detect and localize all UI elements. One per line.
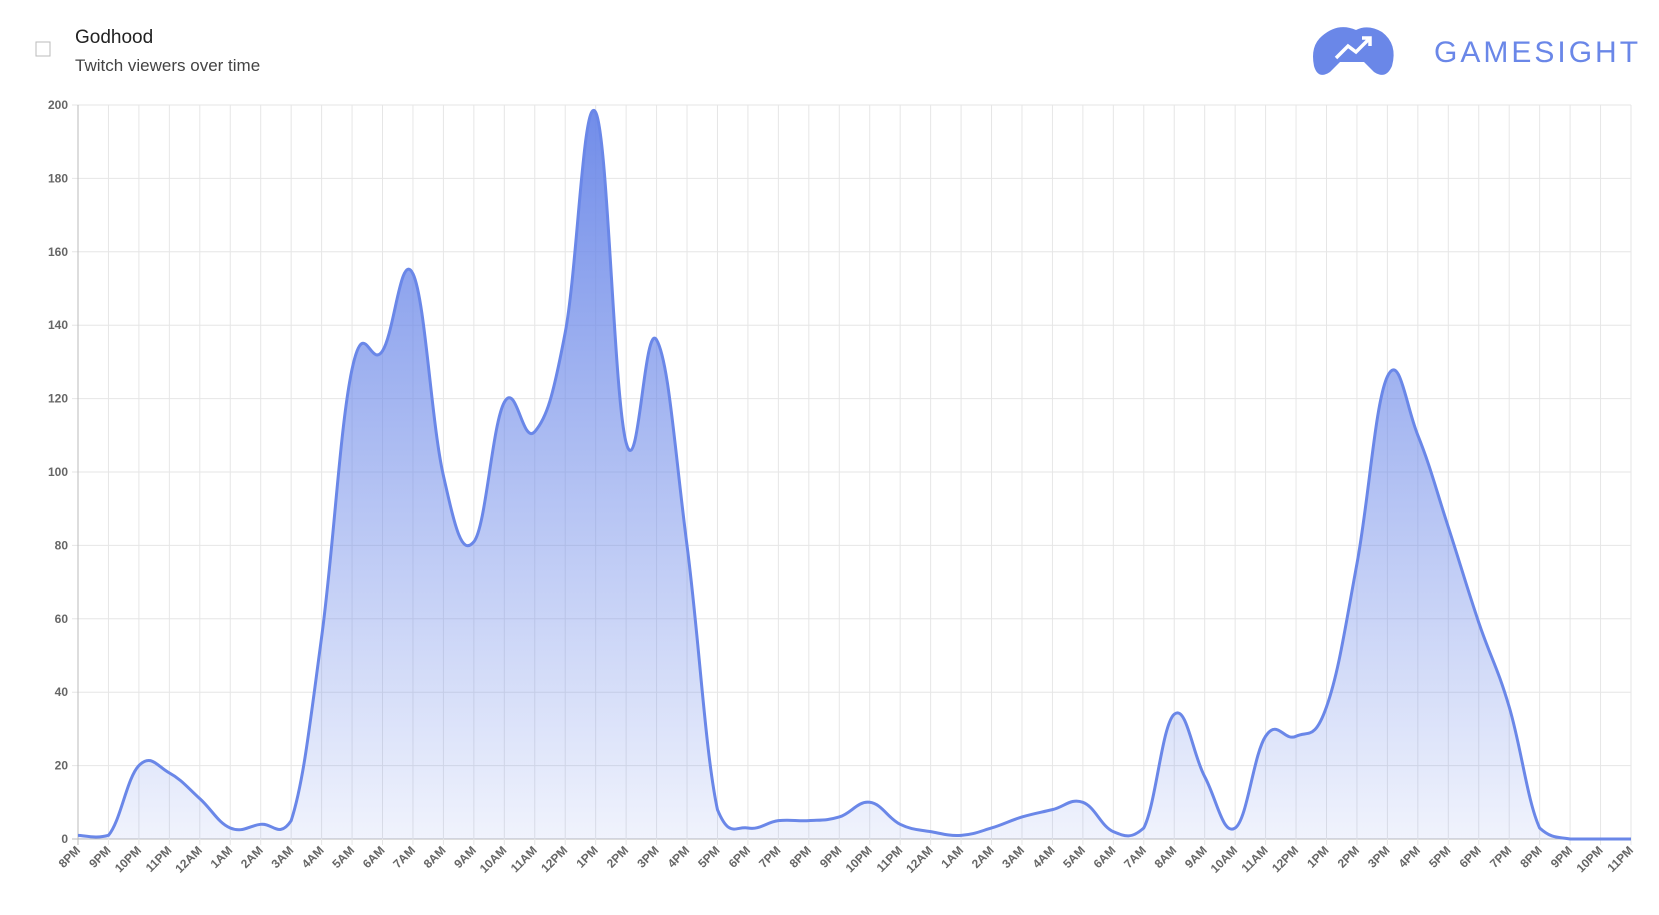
x-tick-label: 10PM bbox=[112, 843, 144, 875]
x-tick-label: 4PM bbox=[1396, 843, 1423, 870]
x-tick-label: 3AM bbox=[268, 843, 296, 871]
brand-logo bbox=[1313, 27, 1394, 75]
x-tick-label: 3PM bbox=[634, 843, 661, 870]
x-tick-label: 2AM bbox=[969, 843, 997, 871]
y-tick-label: 40 bbox=[55, 685, 69, 699]
x-tick-label: 8PM bbox=[787, 843, 814, 870]
x-tick-label: 5AM bbox=[1060, 843, 1088, 871]
y-tick-label: 100 bbox=[48, 465, 68, 479]
y-tick-label: 20 bbox=[55, 759, 69, 773]
x-tick-label: 6AM bbox=[1091, 843, 1119, 871]
x-tick-label: 2PM bbox=[604, 843, 631, 870]
x-tick-label: 9AM bbox=[1182, 843, 1210, 871]
x-tick-label: 12PM bbox=[538, 843, 570, 875]
x-tick-label: 4AM bbox=[1030, 843, 1058, 871]
x-tick-label: 12AM bbox=[903, 843, 936, 876]
x-tick-label: 8AM bbox=[1152, 843, 1180, 871]
x-tick-label: 2AM bbox=[238, 843, 266, 871]
x-tick-label: 11PM bbox=[1605, 843, 1637, 875]
y-tick-label: 160 bbox=[48, 245, 68, 259]
y-tick-label: 0 bbox=[61, 832, 68, 846]
x-tick-label: 10PM bbox=[1574, 843, 1606, 875]
x-tick-label: 11AM bbox=[1239, 843, 1271, 875]
x-tick-label: 6PM bbox=[726, 843, 753, 870]
logo-arrow bbox=[1334, 36, 1372, 60]
x-tick-label: 6PM bbox=[1457, 843, 1484, 870]
y-tick-label: 60 bbox=[55, 612, 69, 626]
y-tick-label: 120 bbox=[48, 392, 68, 406]
x-tick-label: 11AM bbox=[508, 843, 540, 875]
x-tick-label: 8AM bbox=[421, 843, 449, 871]
x-tick-label: 10AM bbox=[477, 843, 510, 876]
x-tick-label: 9PM bbox=[86, 843, 113, 870]
brand-name: GAMESIGHT bbox=[1434, 36, 1641, 69]
chart-title: Godhood bbox=[75, 27, 153, 48]
x-tick-label: 7PM bbox=[756, 843, 783, 870]
x-tick-label: 9PM bbox=[817, 843, 844, 870]
x-tick-label: 7AM bbox=[1121, 843, 1149, 871]
x-tick-label: 1PM bbox=[1304, 843, 1331, 870]
x-tick-label: 11PM bbox=[143, 843, 175, 875]
x-tick-label: 12AM bbox=[172, 843, 205, 876]
x-tick-label: 5PM bbox=[1426, 843, 1453, 870]
x-tick-label: 4AM bbox=[299, 843, 327, 871]
y-tick-label: 80 bbox=[55, 538, 69, 552]
x-tick-label: 1PM bbox=[573, 843, 600, 870]
x-tick-label: 7AM bbox=[390, 843, 418, 871]
y-tick-label: 200 bbox=[48, 98, 68, 112]
x-tick-label: 2PM bbox=[1335, 843, 1362, 870]
broken-image-icon bbox=[35, 41, 51, 57]
x-tick-label: 7PM bbox=[1487, 843, 1514, 870]
area-fill bbox=[78, 110, 1631, 840]
line bbox=[77, 108, 1631, 841]
chart-subtitle: Twitch viewers over time bbox=[75, 56, 260, 75]
x-tick-label: 1AM bbox=[938, 843, 966, 871]
x-tick-label: 3AM bbox=[999, 843, 1027, 871]
x-tick-label: 9AM bbox=[451, 843, 479, 871]
x-tick-label: 5AM bbox=[329, 843, 357, 871]
x-tick-label: 5PM bbox=[695, 843, 722, 870]
x-tick-label: 1AM bbox=[208, 843, 236, 871]
x-tick-label: 6AM bbox=[360, 843, 388, 871]
y-tick-label: 140 bbox=[48, 318, 68, 332]
x-tick-label: 9PM bbox=[1548, 843, 1575, 870]
x-tick-label: 8PM bbox=[56, 843, 83, 870]
x-tick-label: 10AM bbox=[1208, 843, 1241, 876]
x-tick-label: 12PM bbox=[1269, 843, 1301, 875]
x-tick-label: 4PM bbox=[665, 843, 692, 870]
x-tick-label: 10PM bbox=[843, 843, 875, 875]
x-tick-label: 3PM bbox=[1365, 843, 1392, 870]
y-tick-label: 180 bbox=[48, 171, 68, 185]
x-tick-label: 11PM bbox=[874, 843, 906, 875]
x-tick-label: 8PM bbox=[1517, 843, 1544, 870]
